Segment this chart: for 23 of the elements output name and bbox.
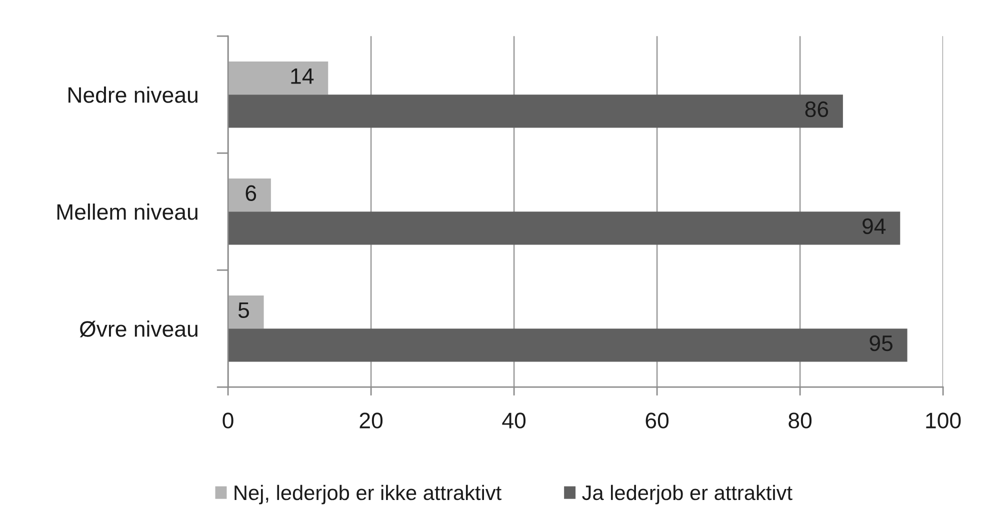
bar: [228, 178, 271, 212]
y-tick-label: Mellem niveau: [57, 204, 198, 220]
data-label: 5: [238, 302, 249, 318]
bar: [228, 94, 843, 128]
bar: [228, 61, 328, 95]
x-tick-label: 40: [502, 412, 526, 428]
legend-label: Ja lederjob er attraktivt: [582, 484, 792, 504]
y-tick-label: Øvre niveau: [80, 320, 198, 338]
data-label: 14: [291, 68, 314, 84]
y-tick-label: Nedre niveau: [68, 86, 198, 103]
bar: [228, 295, 264, 329]
x-tick-label: 0: [222, 412, 234, 428]
legend-label: Nej, lederjob er ikke attraktivt: [234, 484, 502, 504]
data-label: 95: [870, 335, 892, 352]
data-label: 86: [805, 101, 828, 118]
x-tick-label: 100: [926, 412, 961, 428]
x-tick-label: 80: [788, 412, 812, 428]
bar: [228, 212, 900, 245]
data-label: 94: [862, 218, 886, 234]
bar: [228, 328, 908, 362]
data-label: 6: [246, 185, 256, 202]
x-tick-label: 20: [360, 412, 383, 428]
x-tick-label: 60: [646, 412, 669, 428]
